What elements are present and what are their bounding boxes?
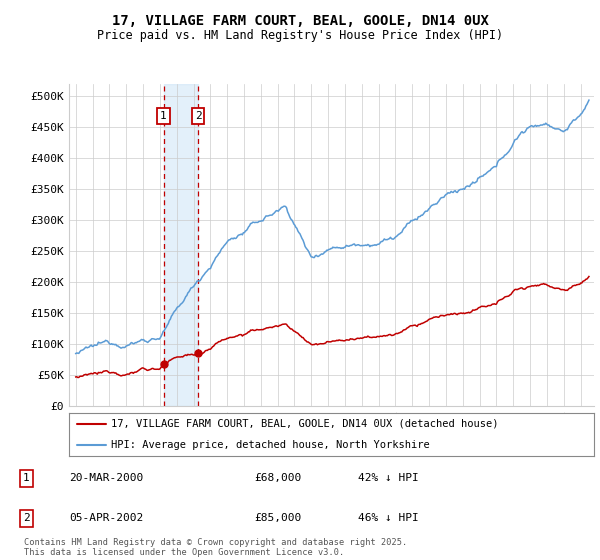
Text: £68,000: £68,000: [254, 473, 301, 483]
Text: 05-APR-2002: 05-APR-2002: [70, 513, 144, 523]
Text: 17, VILLAGE FARM COURT, BEAL, GOOLE, DN14 0UX: 17, VILLAGE FARM COURT, BEAL, GOOLE, DN1…: [112, 14, 488, 28]
Text: 46% ↓ HPI: 46% ↓ HPI: [358, 513, 418, 523]
Bar: [164, 84, 198, 406]
Text: 42% ↓ HPI: 42% ↓ HPI: [358, 473, 418, 483]
Text: 2: 2: [194, 111, 202, 121]
Text: HPI: Average price, detached house, North Yorkshire: HPI: Average price, detached house, Nort…: [111, 441, 430, 450]
Text: Price paid vs. HM Land Registry's House Price Index (HPI): Price paid vs. HM Land Registry's House …: [97, 29, 503, 42]
Text: 17, VILLAGE FARM COURT, BEAL, GOOLE, DN14 0UX (detached house): 17, VILLAGE FARM COURT, BEAL, GOOLE, DN1…: [111, 419, 499, 428]
Text: 1: 1: [160, 111, 167, 121]
Text: 1: 1: [23, 473, 30, 483]
Text: 20-MAR-2000: 20-MAR-2000: [70, 473, 144, 483]
Text: £85,000: £85,000: [254, 513, 301, 523]
Text: 2: 2: [23, 513, 30, 523]
Text: Contains HM Land Registry data © Crown copyright and database right 2025.
This d: Contains HM Land Registry data © Crown c…: [24, 538, 407, 557]
